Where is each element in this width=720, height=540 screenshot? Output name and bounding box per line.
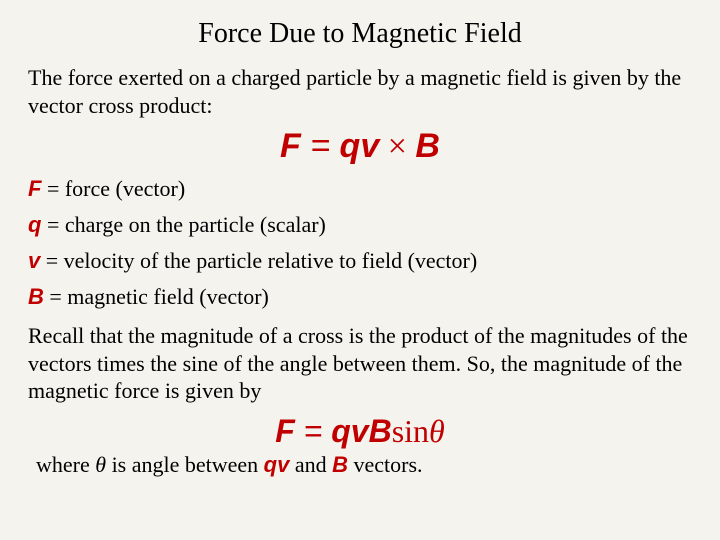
closing-d: vectors.: [348, 452, 423, 477]
closing-q: q: [264, 452, 277, 477]
mag-theta: θ: [429, 413, 445, 449]
closing-c: and: [289, 452, 332, 477]
sym-v: v: [360, 127, 379, 165]
closing-theta: θ: [95, 452, 106, 477]
def-B-sym: B: [28, 284, 44, 309]
def-B-text: = magnetic field (vector): [44, 284, 269, 309]
def-v-text: = velocity of the particle relative to f…: [40, 248, 477, 273]
def-q-sym: q: [28, 212, 41, 237]
def-v: v = velocity of the particle relative to…: [28, 248, 692, 274]
closing-text: where θ is angle between qv and B vector…: [28, 452, 692, 478]
def-F-text: = force (vector): [41, 176, 185, 201]
mag-q: q: [331, 413, 351, 449]
def-F: F = force (vector): [28, 176, 692, 202]
page-title: Force Due to Magnetic Field: [28, 18, 692, 50]
intro-text: The force exerted on a charged particle …: [28, 64, 692, 119]
mag-equals: =: [295, 413, 331, 449]
recall-text: Recall that the magnitude of a cross is …: [28, 322, 692, 405]
def-v-sym: v: [28, 248, 40, 273]
def-q-text: = charge on the particle (scalar): [41, 212, 325, 237]
sym-B: B: [415, 127, 440, 165]
def-F-sym: F: [28, 176, 41, 201]
slide: Force Due to Magnetic Field The force ex…: [0, 0, 720, 488]
closing-b: is angle between: [106, 452, 264, 477]
sym-F: F: [280, 127, 301, 165]
mag-v: v: [351, 413, 369, 449]
sym-equals: =: [301, 127, 340, 165]
mag-sin: sin: [392, 413, 429, 449]
equation-lorentz: F = qv × B: [28, 127, 692, 166]
closing-v: v: [277, 452, 289, 477]
def-q: q = charge on the particle (scalar): [28, 212, 692, 238]
equation-magnitude: F = qvBsinθ: [28, 413, 692, 450]
mag-B: B: [369, 413, 392, 449]
sym-q: q: [340, 127, 361, 165]
mag-F: F: [275, 413, 295, 449]
closing-a: where: [36, 452, 95, 477]
cross-icon: ×: [379, 128, 415, 165]
def-B: B = magnetic field (vector): [28, 284, 692, 310]
closing-Bv: B: [332, 452, 348, 477]
